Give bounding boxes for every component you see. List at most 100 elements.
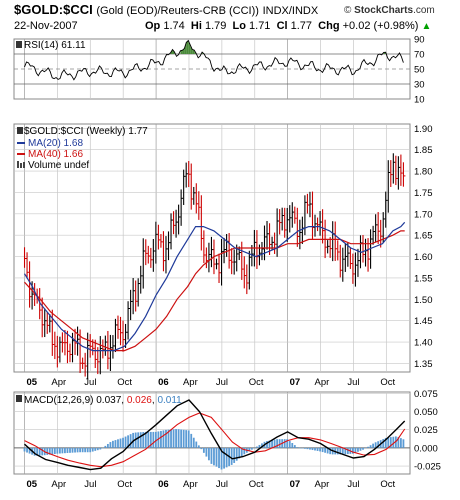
histogram-bar xyxy=(81,447,84,453)
histogram-bar xyxy=(195,441,198,448)
histogram-bar xyxy=(296,447,299,448)
x-tick-label: 06 xyxy=(158,479,169,490)
x-tick-label: Apr xyxy=(183,479,198,490)
copyright-symbol: © xyxy=(344,5,355,16)
x-tick-label: Jul xyxy=(216,479,228,490)
histogram-bar xyxy=(399,438,402,448)
price-tick-label: 1.75 xyxy=(414,188,433,199)
rsi-overbought-fill xyxy=(188,40,191,54)
histogram-bar xyxy=(364,447,367,449)
histogram-bar xyxy=(359,447,362,451)
volume-legend: Volume undef xyxy=(28,160,89,171)
histogram-bar xyxy=(266,441,268,448)
x-tick-label: Apr xyxy=(51,377,66,388)
histogram-bar xyxy=(33,447,36,456)
change-label: Chg xyxy=(318,20,340,32)
histogram-bar xyxy=(369,445,372,448)
close-value: 1.77 xyxy=(290,20,313,32)
histogram-bar xyxy=(367,446,369,448)
rsi-marks xyxy=(24,39,404,81)
volume-legend-swatch-b xyxy=(20,163,22,168)
price-tick-label: 1.80 xyxy=(414,167,433,178)
histogram-bar xyxy=(190,433,193,448)
histogram-bar xyxy=(215,447,218,467)
ma40-line xyxy=(24,230,405,352)
histogram-bar xyxy=(309,447,311,450)
histogram-bar xyxy=(346,447,349,455)
histogram-bar xyxy=(402,439,405,448)
histogram-bar xyxy=(162,430,165,448)
histogram-bar xyxy=(170,429,172,448)
macd-panel: 0.075 0.050 0.025 0.000 -0.025 MACD(12,26,9)… xyxy=(13,389,441,475)
histogram-bar xyxy=(268,440,271,448)
histogram-bar xyxy=(139,432,142,448)
histogram-bar xyxy=(225,447,228,468)
macd-tick-label: 0.000 xyxy=(414,443,438,454)
histogram-bar xyxy=(352,447,354,454)
histogram-legend-value: 0.011 xyxy=(157,395,182,406)
price-tick-label: 1.45 xyxy=(414,316,433,327)
rsi-overbought-fill xyxy=(192,49,195,54)
histogram-bar xyxy=(96,447,99,451)
macd-legend-prefix: MACD(12,26,9) xyxy=(24,395,96,406)
ma20-legend: MA(20) 1.68 xyxy=(28,138,83,149)
price-tick-label: 1.40 xyxy=(414,338,433,349)
histogram-bar xyxy=(253,447,256,449)
histogram-bar xyxy=(293,445,296,448)
symbol-description: (Gold (EOD)/Reuters-CRB (CCI)) xyxy=(96,5,259,17)
histogram-bar xyxy=(101,447,104,449)
chart-title: $GOLD:$CCI (Gold (EOD)/Reuters-CRB (CCI)… xyxy=(14,2,318,17)
price-tick-label: 1.50 xyxy=(414,295,433,306)
brand-suffix: .com xyxy=(413,5,435,16)
histogram-bar xyxy=(197,445,200,448)
price-tick-label: 1.55 xyxy=(414,273,433,284)
histogram-bar xyxy=(69,447,71,453)
histogram-bar xyxy=(106,443,109,448)
histogram-bar xyxy=(397,436,400,448)
histogram-bar xyxy=(71,447,74,453)
price-tick-label: 1.70 xyxy=(414,209,433,220)
signal-line xyxy=(24,412,406,468)
histogram-bar xyxy=(182,429,185,448)
histogram-bar xyxy=(119,438,122,448)
histogram-bar xyxy=(152,431,155,448)
x-tick-label: Oct xyxy=(117,377,132,388)
histogram-bar xyxy=(283,439,286,448)
x-tick-label: Oct xyxy=(380,377,395,388)
x-tick-label: Jul xyxy=(84,479,96,490)
x-tick-label: Apr xyxy=(315,479,330,490)
open-value: 1.74 xyxy=(163,20,185,32)
histogram-bar xyxy=(271,440,273,448)
brand-name: StockCharts xyxy=(354,5,414,16)
histogram-bar xyxy=(210,447,213,464)
x-tick-label: 07 xyxy=(290,479,301,490)
histogram-bar xyxy=(122,437,124,448)
histogram-bar xyxy=(256,446,258,448)
price-legend-swatch xyxy=(17,127,23,134)
histogram-bar xyxy=(48,447,51,455)
macd-marks xyxy=(23,399,406,471)
x-tick-label: Oct xyxy=(249,377,264,388)
histogram-bar xyxy=(377,441,380,448)
histogram-bar xyxy=(58,447,61,454)
histogram-bar xyxy=(74,447,76,453)
histogram-bar xyxy=(344,447,347,455)
histogram-bar xyxy=(137,432,140,448)
volume-legend-swatch-a xyxy=(17,161,19,168)
histogram-bar xyxy=(341,447,344,455)
macd-ticks: 0.075 0.050 0.025 0.000 -0.025 xyxy=(414,389,441,473)
macd-legend-swatch xyxy=(16,395,22,402)
price-tick-label: 1.60 xyxy=(414,252,433,263)
histogram-bar xyxy=(144,431,147,448)
histogram-bar xyxy=(202,447,205,453)
histogram-bar xyxy=(208,447,210,461)
histogram-bar xyxy=(389,437,392,448)
histogram-bar xyxy=(286,439,289,448)
change-up-icon: ▲ xyxy=(421,21,432,32)
histogram-bar xyxy=(372,443,375,448)
histogram-bar xyxy=(357,447,359,452)
histogram-bar xyxy=(51,447,54,455)
histogram-bar xyxy=(185,430,188,448)
x-tick-label: Oct xyxy=(380,479,395,490)
